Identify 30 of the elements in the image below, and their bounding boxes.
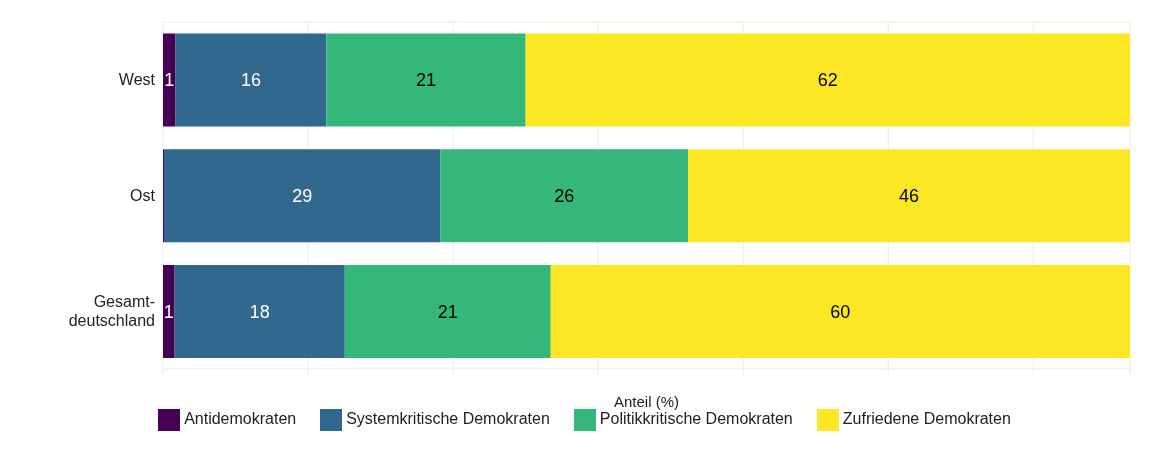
legend-label: Antidemokraten xyxy=(184,410,297,428)
legend-label: Zufriedene Demokraten xyxy=(842,410,1011,428)
bar xyxy=(175,33,327,127)
data-label: 1 xyxy=(164,70,175,91)
bar xyxy=(163,149,441,243)
legend-label: Politikkritische Demokraten xyxy=(599,410,793,428)
bar xyxy=(326,33,526,127)
y-tick-label: Gesamt-deutschland xyxy=(68,293,155,330)
y-tick-label: Ost xyxy=(130,186,156,204)
bar xyxy=(163,264,175,358)
data-label: 29 xyxy=(292,186,313,207)
bar xyxy=(525,33,1130,127)
bar xyxy=(550,264,1130,358)
data-label: 21 xyxy=(437,301,458,322)
data-label: 16 xyxy=(240,70,262,91)
legend-label: Systemkritische Demokraten xyxy=(346,410,550,428)
data-label: 18 xyxy=(249,301,270,322)
bar xyxy=(344,264,551,358)
data-label: 21 xyxy=(416,70,437,91)
bar xyxy=(174,264,345,358)
data-label: 1 xyxy=(163,301,174,322)
data-label: 26 xyxy=(554,186,575,207)
data-label: 46 xyxy=(899,186,920,207)
data-label: 62 xyxy=(817,70,838,91)
bar xyxy=(688,149,1130,243)
y-tick-label: West xyxy=(118,70,156,88)
x-axis-title: Anteil (%) xyxy=(613,393,680,410)
bar xyxy=(163,33,176,127)
bar xyxy=(440,149,689,243)
data-label: 60 xyxy=(830,301,851,322)
